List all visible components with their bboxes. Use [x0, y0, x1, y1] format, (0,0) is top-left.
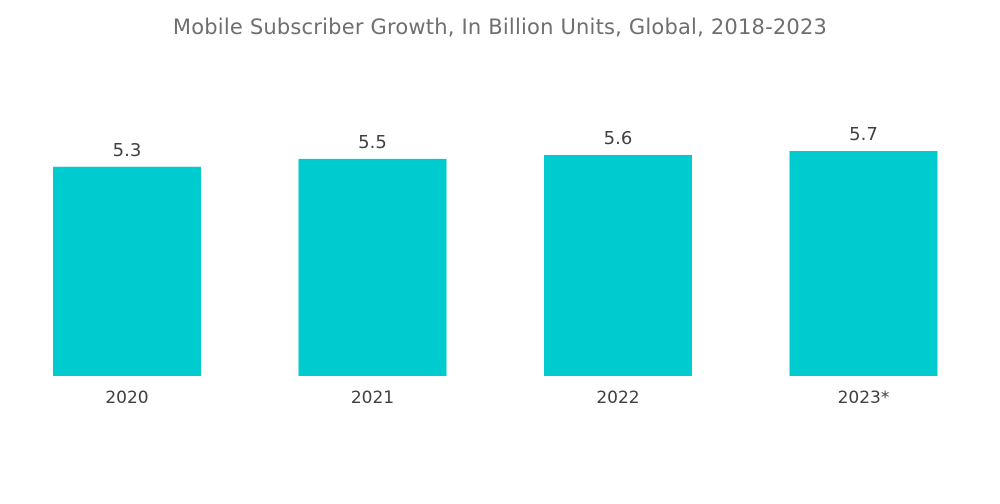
- bar-2023: [789, 151, 938, 376]
- x-tick-label-2020: 2020: [105, 388, 148, 408]
- data-label-2023: 5.7: [849, 124, 878, 145]
- bar-2021: [298, 158, 447, 376]
- chart-title: Mobile Subscriber Growth, In Billion Uni…: [172, 15, 828, 39]
- bar-2020: [53, 166, 201, 376]
- data-label-2022: 5.6: [604, 128, 633, 149]
- data-label-2021: 5.5: [358, 132, 387, 153]
- x-tick-label-2022: 2022: [596, 388, 639, 408]
- bar-2022: [544, 154, 692, 376]
- x-tick-label-2021: 2021: [351, 388, 394, 408]
- data-label-2020: 5.3: [113, 140, 142, 161]
- x-tick-label-2023: 2023*: [838, 388, 890, 408]
